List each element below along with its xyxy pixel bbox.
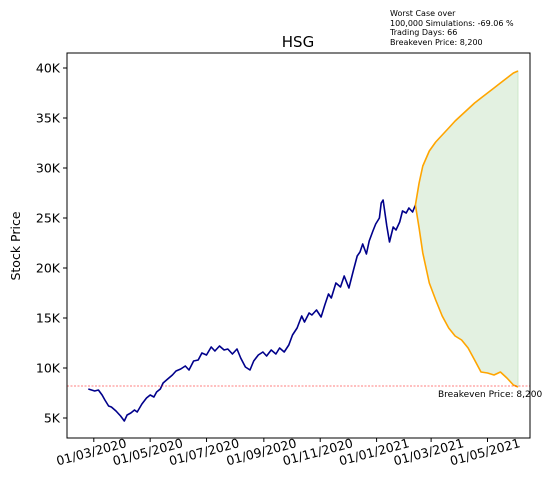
- history-price-line: [88, 199, 417, 422]
- y-tick-label: 25K: [36, 211, 61, 226]
- y-tick-label: 15K: [36, 311, 61, 326]
- worst-price-line: [414, 204, 519, 388]
- chart-title: HSG: [282, 33, 314, 51]
- y-tick-label: 35K: [36, 111, 61, 126]
- annotation-line-2: 100,000 Simulations: -69.06 %: [390, 18, 514, 28]
- best-price-line: [414, 70, 519, 206]
- y-tick-label: 5K: [44, 411, 61, 426]
- y-tick-label: 30K: [36, 161, 61, 176]
- projection-band: [414, 70, 519, 388]
- y-tick-label: 20K: [36, 261, 61, 276]
- y-axis-label: Stock Price: [8, 211, 23, 280]
- annotation-line-3: Trading Days: 66: [390, 28, 458, 37]
- y-tick-label: 10K: [36, 361, 61, 376]
- breakeven-label: Breakeven Price: 8,200: [438, 390, 542, 400]
- annotation-line-4: Breakeven Price: 8,200: [390, 37, 483, 47]
- simulation-annotation: Worst Case over 100,000 Simulations: -69…: [390, 9, 514, 47]
- plot-frame: [66, 52, 531, 439]
- y-tick-label: 40K: [36, 61, 61, 76]
- annotation-line-1: Worst Case over: [390, 9, 456, 18]
